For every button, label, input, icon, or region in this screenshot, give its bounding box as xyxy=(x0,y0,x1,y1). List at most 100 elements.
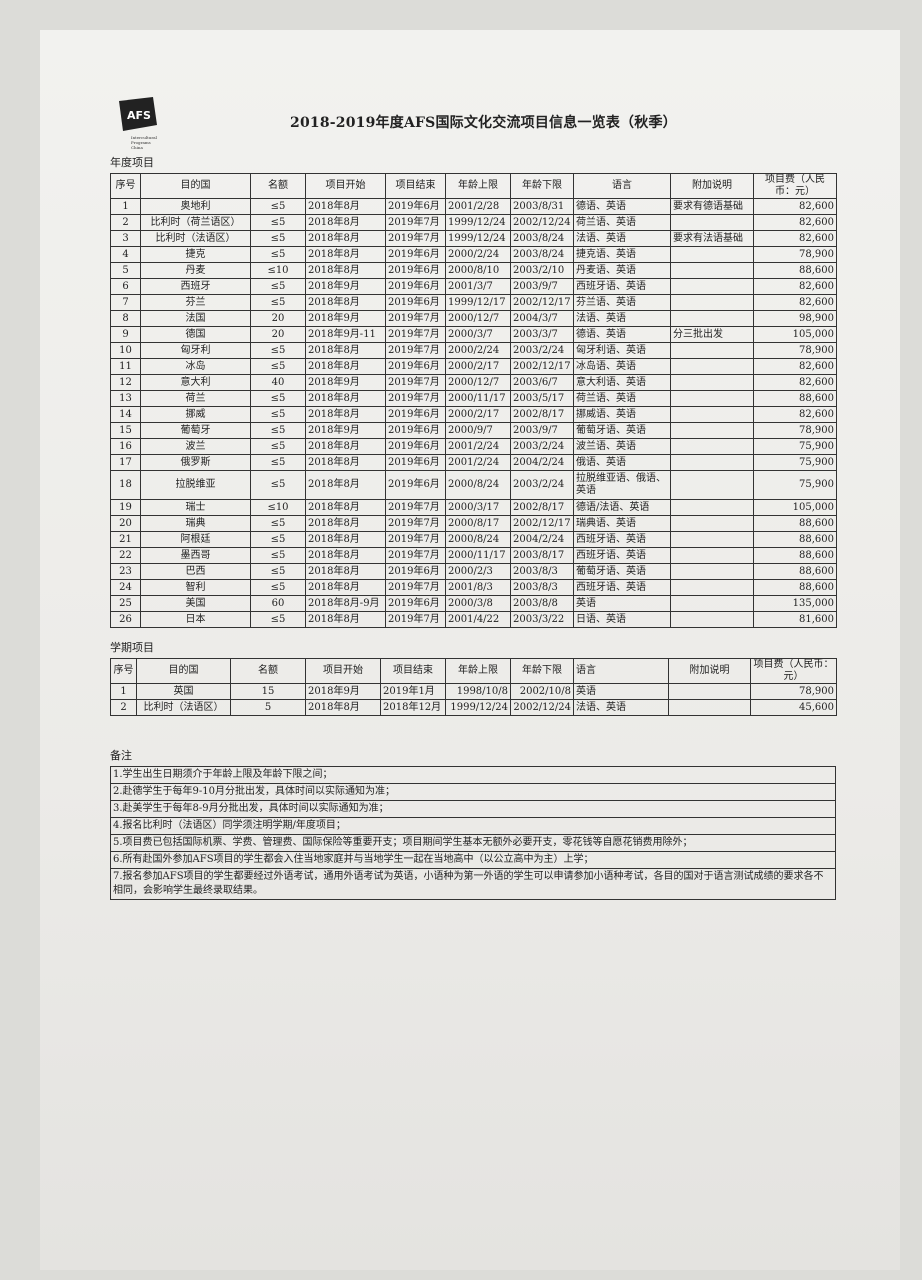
header-remark: 附加说明 xyxy=(670,173,754,199)
cell-remark xyxy=(670,438,754,455)
cell-quota: 60 xyxy=(250,595,306,612)
cell-age-lower: 2002/10/8 xyxy=(510,683,574,700)
cell-start: 2018年8月 xyxy=(305,499,386,516)
table-row: 1 奥地利 ≤5 2018年8月 2019年6月 2001/2/28 2003/8/31 德语… xyxy=(110,198,837,215)
semester-programs-table: 序号 目的国 名额 项目开始 项目结束 年龄上限 年龄下限 语言 附加说明 项目费（人民币：元） 1… xyxy=(110,658,837,716)
cell-language: 英语 xyxy=(573,683,669,700)
cell-age-upper: 1999/12/24 xyxy=(445,214,511,231)
note-item: 1.学生出生日期须介于年龄上限及年龄下限之间； xyxy=(111,767,835,784)
cell-end: 2019年7月 xyxy=(385,515,446,532)
cell-age-upper: 2001/2/28 xyxy=(445,198,511,215)
cell-age-upper: 2000/12/7 xyxy=(445,310,511,327)
cell-age-lower: 2003/9/7 xyxy=(510,278,574,295)
table-row: 25 美国 60 2018年8月-9月 2019年6月 2000/3/8 2003/8/8 英… xyxy=(110,595,837,612)
cell-fee: 88,600 xyxy=(753,390,837,407)
cell-index: 17 xyxy=(110,454,141,471)
cell-start: 2018年8月 xyxy=(305,611,386,628)
table-row: 19 瑞士 ≤10 2018年8月 2019年7月 2000/3/17 2002/8/17 德… xyxy=(110,499,837,516)
header-age-lower: 年龄下限 xyxy=(510,173,574,199)
cell-language: 俄语、英语 xyxy=(573,454,671,471)
table-row: 10 匈牙利 ≤5 2018年8月 2019年7月 2000/2/24 2003/2/24 匈… xyxy=(110,342,837,359)
cell-index: 22 xyxy=(110,547,141,564)
notes-label: 备注 xyxy=(110,749,132,762)
cell-start: 2018年9月-11 xyxy=(305,326,386,343)
cell-remark xyxy=(670,422,754,439)
table-row: 22 墨西哥 ≤5 2018年8月 2019年7月 2000/11/17 2003/8/17… xyxy=(110,547,837,564)
cell-end: 2019年7月 xyxy=(385,531,446,548)
cell-end: 2019年6月 xyxy=(385,438,446,455)
cell-age-upper: 2001/8/3 xyxy=(445,579,511,596)
cell-start: 2018年8月 xyxy=(305,454,386,471)
cell-age-upper: 2000/11/17 xyxy=(445,547,511,564)
cell-age-upper: 2000/2/17 xyxy=(445,358,511,375)
cell-start: 2018年8月 xyxy=(305,470,386,500)
cell-fee: 88,600 xyxy=(753,547,837,564)
cell-remark: 要求有法语基础 xyxy=(670,230,754,247)
cell-end: 2019年6月 xyxy=(385,358,446,375)
cell-end: 2019年7月 xyxy=(385,611,446,628)
cell-end: 2019年6月 xyxy=(385,563,446,580)
cell-remark: 分三批出发 xyxy=(670,326,754,343)
cell-index: 4 xyxy=(110,246,141,263)
cell-age-lower: 2002/8/17 xyxy=(510,499,574,516)
cell-quota: ≤5 xyxy=(250,230,306,247)
cell-language: 葡萄牙语、英语 xyxy=(573,563,671,580)
cell-quota: ≤5 xyxy=(250,278,306,295)
table-row: 16 波兰 ≤5 2018年8月 2019年6月 2001/2/24 2003/2/24 波兰… xyxy=(110,438,837,455)
cell-index: 26 xyxy=(110,611,141,628)
cell-remark xyxy=(668,699,751,716)
afs-logo: AFS Intercultural Programs China xyxy=(119,97,158,150)
cell-language: 冰岛语、英语 xyxy=(573,358,671,375)
cell-age-upper: 2001/2/24 xyxy=(445,438,511,455)
cell-quota: ≤5 xyxy=(250,515,306,532)
table-row: 12 意大利 40 2018年9月 2019年7月 2000/12/7 2003/6/7 意大… xyxy=(110,374,837,391)
note-item: 6.所有赴国外参加AFS项目的学生都会入住当地家庭并与当地学生一起在当地高中（以… xyxy=(111,852,835,869)
cell-end: 2019年6月 xyxy=(385,262,446,279)
cell-age-lower: 2004/3/7 xyxy=(510,310,574,327)
cell-quota: ≤5 xyxy=(250,547,306,564)
note-item: 4.报名比利时（法语区）同学须注明学期/年度项目； xyxy=(111,818,835,835)
cell-fee: 78,900 xyxy=(753,342,837,359)
cell-age-lower: 2003/8/24 xyxy=(510,246,574,263)
cell-end: 2018年12月 xyxy=(380,699,446,716)
cell-quota: ≤10 xyxy=(250,262,306,279)
cell-age-upper: 2000/2/17 xyxy=(445,406,511,423)
cell-end: 2019年6月 xyxy=(385,470,446,500)
cell-start: 2018年8月 xyxy=(305,531,386,548)
cell-index: 13 xyxy=(110,390,141,407)
table-row: 5 丹麦 ≤10 2018年8月 2019年6月 2000/8/10 2003/2/10 丹麦… xyxy=(110,262,837,279)
cell-country: 丹麦 xyxy=(140,262,251,279)
header-index: 序号 xyxy=(110,173,141,199)
table-row: 1 英国 15 2018年9月 2019年1月 1998/10/8 2002/10/8 英语 7… xyxy=(110,683,837,700)
cell-index: 16 xyxy=(110,438,141,455)
cell-fee: 78,900 xyxy=(750,683,837,700)
cell-country: 比利时（法语区） xyxy=(136,699,231,716)
header-row: 序号 目的国 名额 项目开始 项目结束 年龄上限 年龄下限 语言 附加说明 项目费（人民币：元） xyxy=(110,658,837,684)
cell-quota: 20 xyxy=(250,326,306,343)
cell-end: 2019年6月 xyxy=(385,246,446,263)
cell-language: 法语、英语 xyxy=(573,310,671,327)
cell-index: 15 xyxy=(110,422,141,439)
cell-language: 挪威语、英语 xyxy=(573,406,671,423)
cell-language: 丹麦语、英语 xyxy=(573,262,671,279)
cell-remark xyxy=(670,595,754,612)
cell-quota: 40 xyxy=(250,374,306,391)
cell-country: 阿根廷 xyxy=(140,531,251,548)
cell-quota: ≤5 xyxy=(250,358,306,375)
cell-age-lower: 2003/8/31 xyxy=(510,198,574,215)
table-row: 11 冰岛 ≤5 2018年8月 2019年6月 2000/2/17 2002/12/17 冰… xyxy=(110,358,837,375)
table-row: 17 俄罗斯 ≤5 2018年8月 2019年6月 2001/2/24 2004/2/24 俄… xyxy=(110,454,837,471)
table-row: 15 葡萄牙 ≤5 2018年9月 2019年6月 2000/9/7 2003/9/7 葡萄牙… xyxy=(110,422,837,439)
cell-start: 2018年9月 xyxy=(305,310,386,327)
cell-start: 2018年8月 xyxy=(305,515,386,532)
cell-quota: ≤5 xyxy=(250,563,306,580)
cell-age-lower: 2004/2/24 xyxy=(510,531,574,548)
cell-remark xyxy=(670,547,754,564)
cell-index: 7 xyxy=(110,294,141,311)
cell-quota: ≤5 xyxy=(250,406,306,423)
cell-fee: 82,600 xyxy=(753,214,837,231)
cell-fee: 82,600 xyxy=(753,374,837,391)
cell-remark: 要求有德语基础 xyxy=(670,198,754,215)
cell-start: 2018年9月 xyxy=(305,278,386,295)
cell-end: 2019年6月 xyxy=(385,595,446,612)
